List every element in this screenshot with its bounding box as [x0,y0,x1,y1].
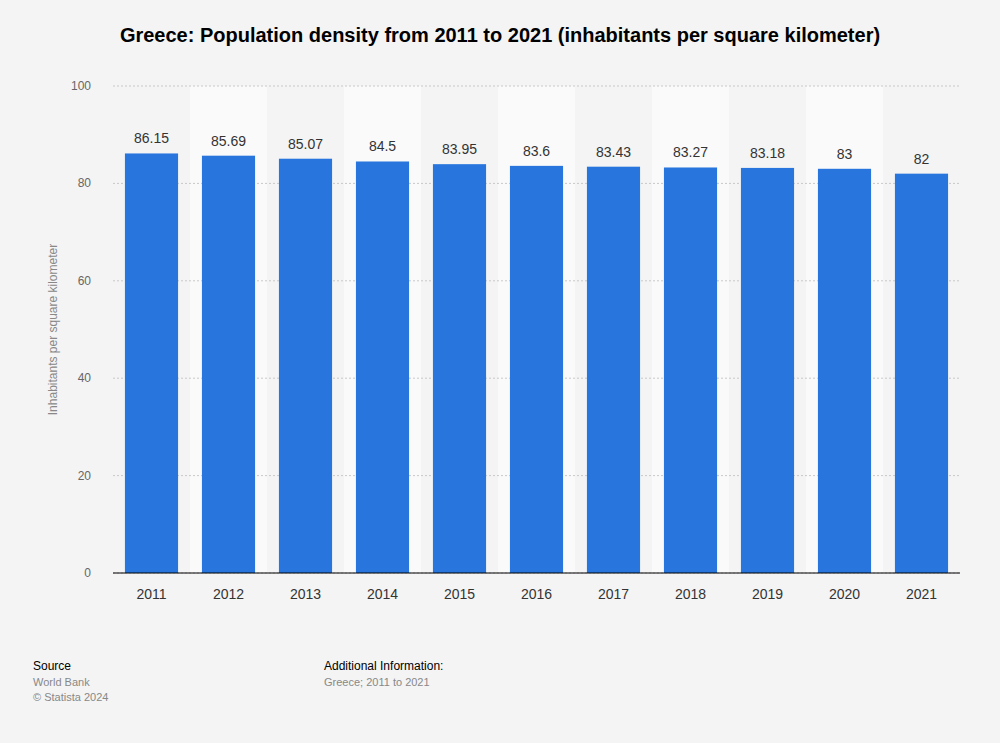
bar [818,169,871,573]
x-tick-label: 2021 [906,586,937,602]
data-label: 84.5 [369,138,396,154]
data-label: 83.95 [442,141,477,157]
bar [664,167,717,573]
data-label: 83.6 [523,143,550,159]
bars [125,153,948,573]
data-label: 83 [837,146,853,162]
data-label: 86.15 [134,130,169,146]
bar [433,164,486,573]
data-label: 82 [914,151,930,167]
bar [279,159,332,573]
x-tick-label: 2013 [290,586,321,602]
x-tick-label: 2020 [829,586,860,602]
band [344,86,421,573]
source: World Bank [33,676,90,688]
x-tick-label: 2012 [213,586,244,602]
y-tick-label: 100 [71,79,91,93]
x-axis [113,573,960,574]
chart-root: Greece: Population density from 2011 to … [0,0,1000,743]
x-tick-label: 2015 [444,586,475,602]
band [498,86,575,573]
x-tick-label: 2011 [136,586,166,602]
y-tick-label: 80 [78,176,92,190]
background [0,0,1000,743]
data-label: 83.18 [750,145,785,161]
bar [510,166,563,573]
title: Greece: Population density from 2011 to … [120,24,880,46]
source-label: Source [33,659,71,673]
x-tick-label: 2017 [598,586,629,602]
additional-info-label: Additional Information: [324,659,443,673]
data-label: 85.07 [288,136,323,152]
band [806,86,883,573]
x-tick-label: 2016 [521,586,552,602]
chart: Greece: Population density from 2011 to … [0,0,1000,743]
bar [202,156,255,573]
y-axis-label: Inhabitants per square kilometer [46,244,60,415]
copyright: © Statista 2024 [33,691,108,703]
bar [356,161,409,573]
bar [587,167,640,573]
x-tick-label: 2014 [367,586,398,602]
additional-info: Greece; 2011 to 2021 [324,676,430,688]
band [652,86,729,573]
y-tick-label: 40 [78,371,92,385]
grid-line [113,86,960,87]
data-label: 83.43 [596,144,631,160]
bar [125,153,178,573]
band [190,86,267,573]
y-tick-label: 60 [78,274,92,288]
y-tick-label: 0 [84,566,91,580]
x-tick-label: 2018 [675,586,706,602]
bar [895,174,948,573]
x-tick-label: 2019 [752,586,783,602]
data-label: 83.27 [673,144,708,160]
bar [741,168,794,573]
data-label: 85.69 [211,133,246,149]
y-tick-label: 20 [78,469,92,483]
grid-line [113,573,960,574]
